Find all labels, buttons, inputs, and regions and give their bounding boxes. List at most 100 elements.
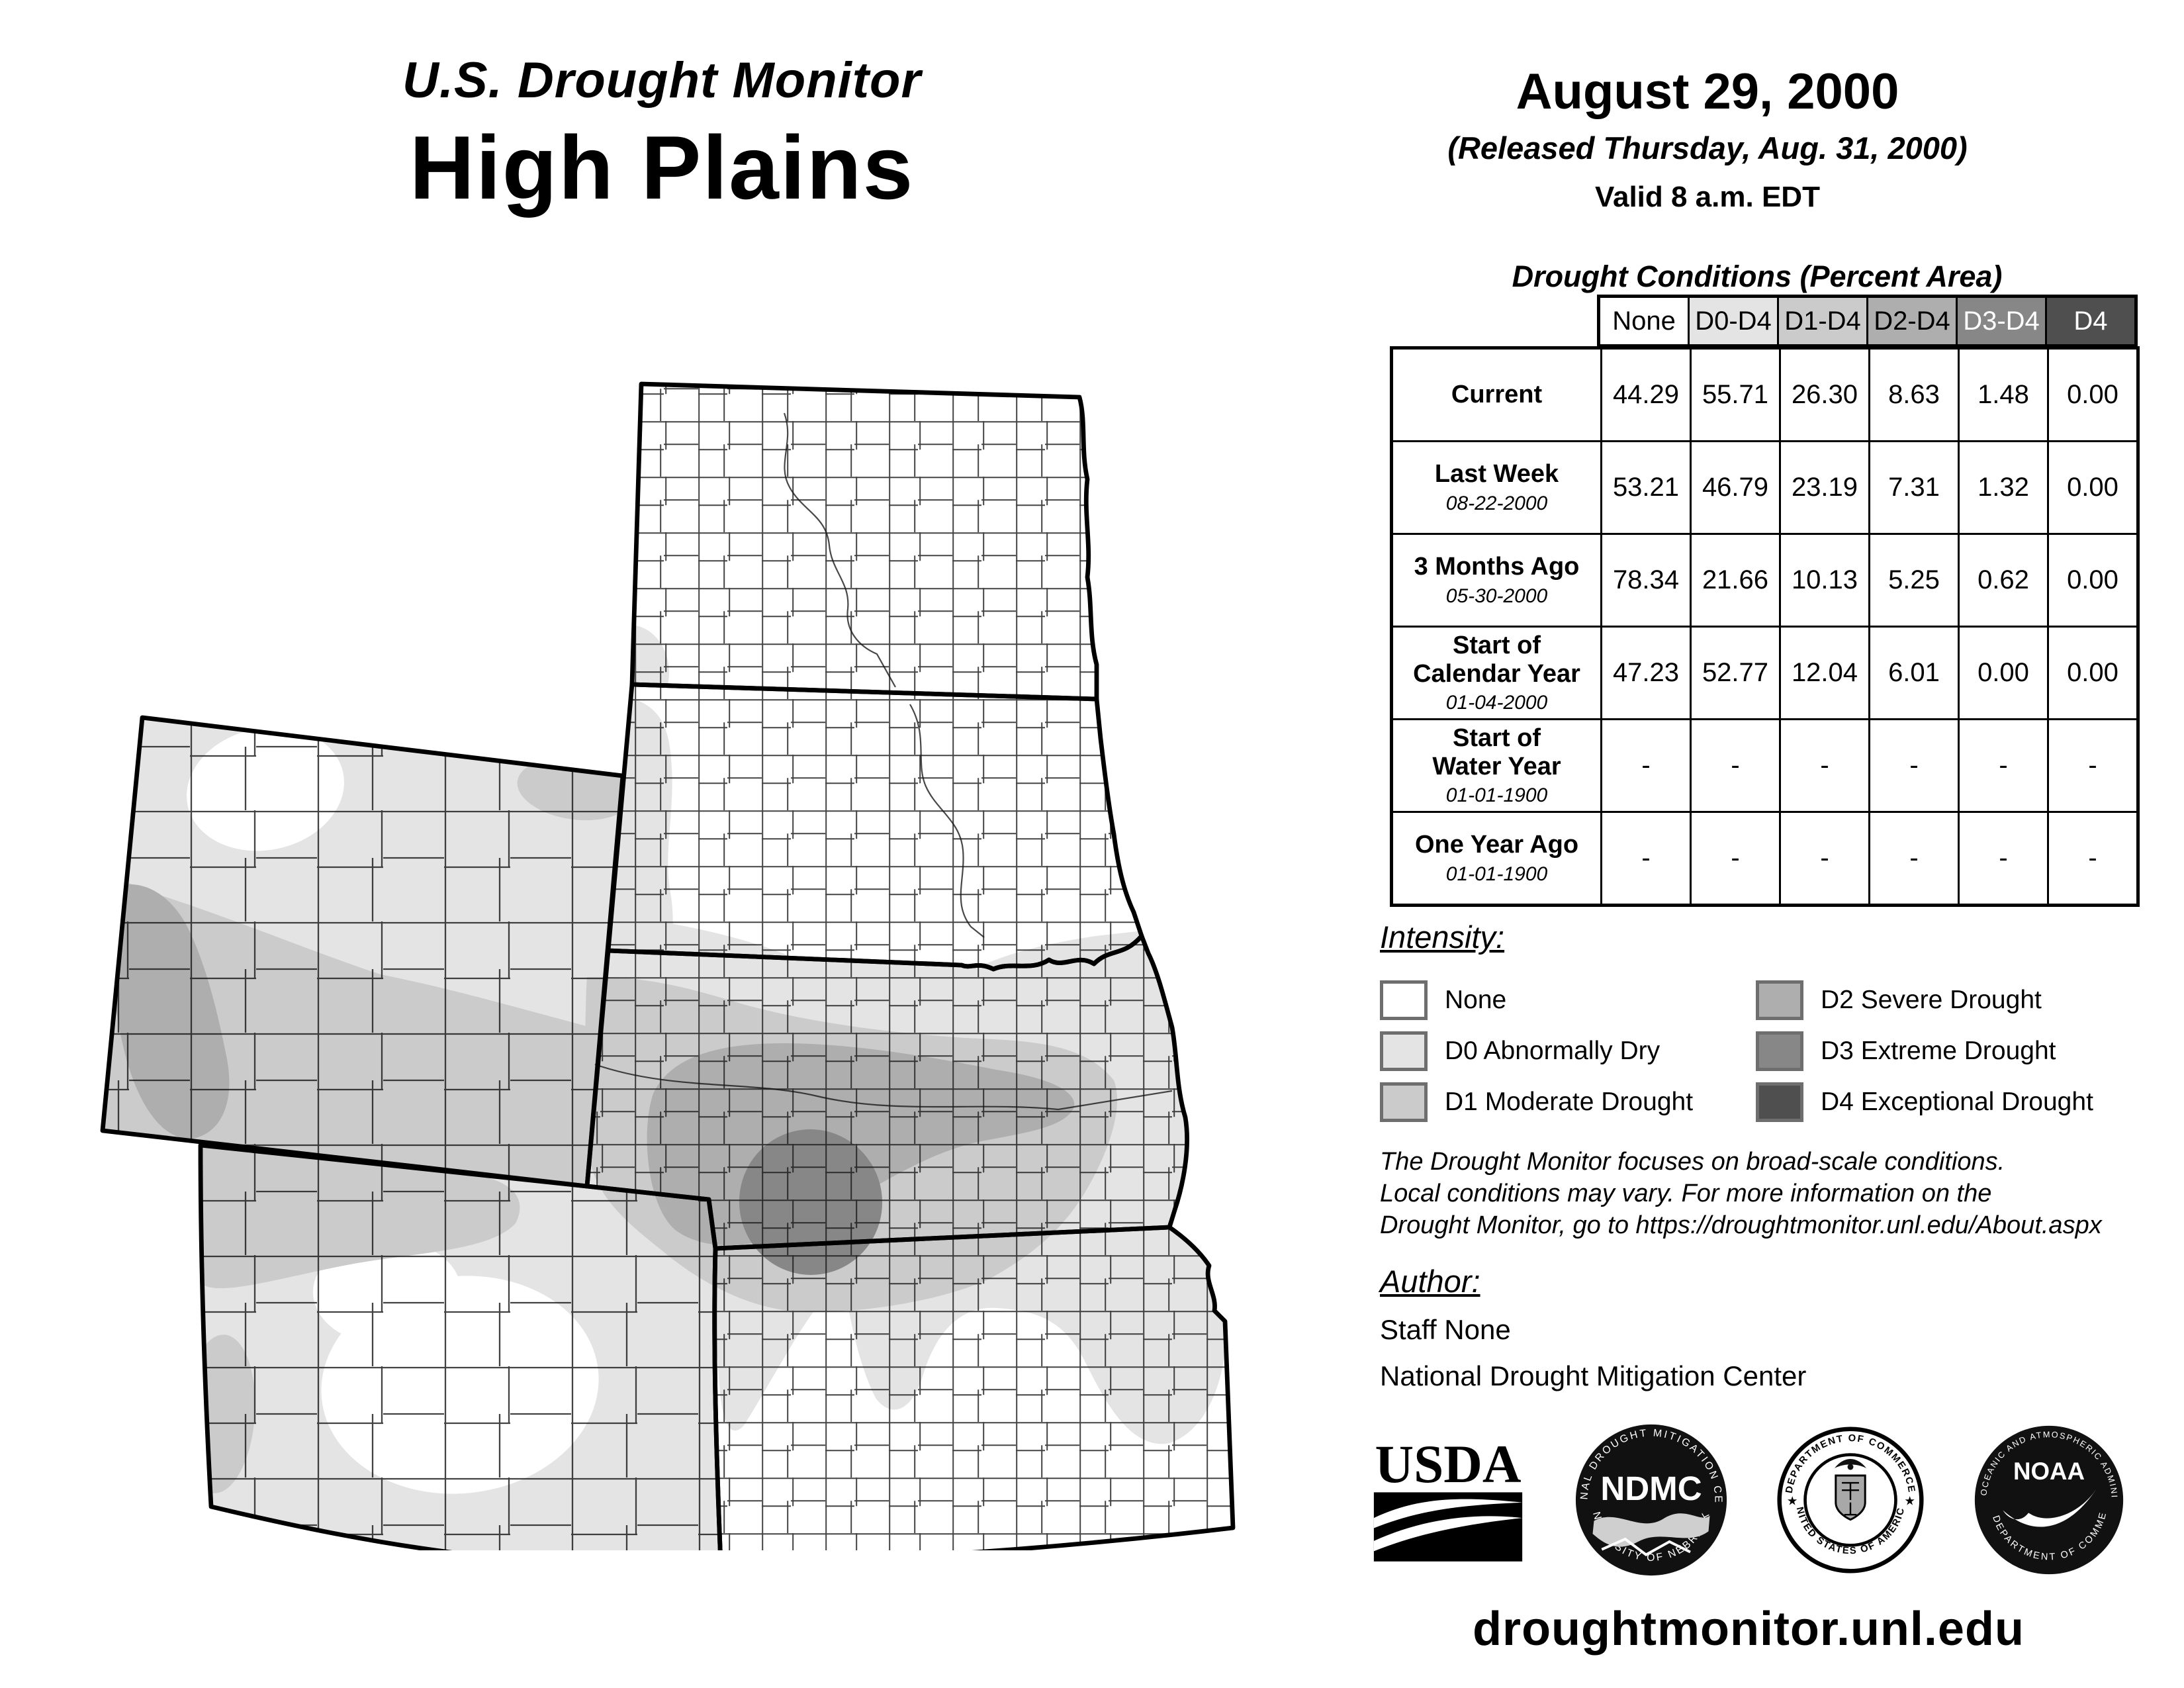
noaa-logo: NATIONAL OCEANIC AND ATMOSPHERIC ADMINIS… — [1974, 1425, 2124, 1574]
table-title: Drought Conditions (Percent Area) — [1512, 259, 2003, 293]
table-row-label: Current — [1393, 350, 1600, 440]
col-header-d0-d4: D0-D4 — [1690, 298, 1777, 344]
usda-logo: USDA — [1373, 1435, 1523, 1562]
legend-title: Intensity: — [1380, 919, 1505, 955]
legend-item: D4 Exceptional Drought — [1756, 1082, 2093, 1122]
table-value-cell: 7.31 — [1870, 442, 1958, 533]
table-value-cell: 8.63 — [1870, 350, 1958, 440]
row-sublabel-date: 01-01-1900 — [1445, 784, 1548, 807]
table-value-cell: - — [1602, 813, 1690, 904]
legend-swatch-d0 — [1380, 1031, 1428, 1071]
table-value-cell: 0.00 — [2049, 442, 2136, 533]
noaa-bird — [2003, 1487, 2098, 1527]
disclaimer-text: The Drought Monitor focuses on broad-sca… — [1380, 1148, 2102, 1239]
table-value-cell: 0.00 — [2049, 628, 2136, 718]
row-sublabel-date: 05-30-2000 — [1445, 585, 1548, 607]
table-value-cell: 47.23 — [1602, 628, 1690, 718]
valid-time: Valid 8 a.m. EDT — [1595, 181, 1820, 213]
usda-logo-text: USDA — [1375, 1435, 1521, 1494]
legend-item: D0 Abnormally Dry — [1380, 1031, 1693, 1071]
doc-star-left: ★ — [1787, 1493, 1798, 1507]
col-header-d4: D4 — [2047, 298, 2134, 344]
table-value-cell: 55.71 — [1692, 350, 1779, 440]
col-header-none: None — [1600, 298, 1688, 344]
legend-label: D0 Abnormally Dry — [1445, 1037, 1661, 1065]
commerce-seal: DEPARTMENT OF COMMERCE UNITED STATES OF … — [1777, 1426, 1924, 1573]
intensity-legend: Intensity: None D0 Abnormally Dry D1 Moder… — [1380, 919, 2128, 1152]
author-name: Staff None — [1380, 1314, 1511, 1345]
table-value-cell: 0.62 — [1960, 535, 2047, 626]
conditions-table-body: Current 44.29 55.71 26.30 8.63 1.48 0.00 Last W… — [1390, 346, 2140, 907]
ndmc-logo: NATIONAL DROUGHT MITIGATION CENTER UNIVE… — [1575, 1424, 1727, 1575]
table-value-cell: - — [2049, 720, 2136, 811]
table-value-cell: 6.01 — [1870, 628, 1958, 718]
table-value-cell: 0.00 — [2049, 535, 2136, 626]
table-value-cell: 1.32 — [1960, 442, 2047, 533]
legend-item: D2 Severe Drought — [1756, 980, 2093, 1020]
table-header-row: None D0-D4 D1-D4 D2-D4 D3-D4 D4 — [1597, 295, 2138, 348]
table-row-label: Start of Water Year 01-01-1900 — [1393, 720, 1600, 811]
table-value-cell: - — [1960, 720, 2047, 811]
col-header-d2-d4: D2-D4 — [1868, 298, 1956, 344]
row-sublabel-date: 01-04-2000 — [1445, 692, 1548, 714]
author-block: Author: Staff None National Drought Miti… — [1380, 1263, 1806, 1392]
table-value-cell: 78.34 — [1602, 535, 1690, 626]
legend-column-2: D2 Severe Drought D3 Extreme Drought D4 Ex… — [1756, 980, 2093, 1133]
table-value-cell: - — [1602, 720, 1690, 811]
author-org: National Drought Mitigation Center — [1380, 1360, 1807, 1391]
table-value-cell: 10.13 — [1781, 535, 1868, 626]
col-header-d1-d4: D1-D4 — [1779, 298, 1866, 344]
table-value-cell: - — [1960, 813, 2047, 904]
drought-map — [63, 365, 1294, 1550]
legend-swatch-d4 — [1756, 1082, 1803, 1122]
table-value-cell: 21.66 — [1692, 535, 1779, 626]
table-value-cell: 12.04 — [1781, 628, 1868, 718]
legend-label: None — [1445, 986, 1507, 1014]
date-block: August 29, 2000 (Released Thursday, Aug.… — [1363, 63, 2052, 214]
legend-item: D1 Moderate Drought — [1380, 1082, 1693, 1122]
table-value-cell: 26.30 — [1781, 350, 1868, 440]
col-header-d3-d4: D3-D4 — [1958, 298, 2045, 344]
table-row-label: Last Week 08-22-2000 — [1393, 442, 1600, 533]
row-sublabel-date: 08-22-2000 — [1445, 492, 1548, 514]
table-value-cell: - — [2049, 813, 2136, 904]
table-value-cell: 52.77 — [1692, 628, 1779, 718]
legend-swatch-none — [1380, 980, 1428, 1020]
row-label: Current — [1451, 381, 1543, 409]
row-label: Start of Water Year — [1432, 724, 1561, 780]
table-value-cell: 1.48 — [1960, 350, 2047, 440]
table-value-cell: 23.19 — [1781, 442, 1868, 533]
release-date: (Released Thursday, Aug. 31, 2000) — [1447, 130, 1968, 165]
table-value-cell: - — [1692, 720, 1779, 811]
table-value-cell: - — [1870, 813, 1958, 904]
table-value-cell: - — [1781, 720, 1868, 811]
map-date: August 29, 2000 — [1516, 64, 1899, 120]
table-value-cell: 0.00 — [1960, 628, 2047, 718]
noaa-center-text: NOAA — [2013, 1458, 2085, 1485]
row-label: Last Week — [1434, 460, 1559, 489]
legend-swatch-d1 — [1380, 1082, 1428, 1122]
legend-label: D4 Exceptional Drought — [1821, 1088, 2093, 1116]
report-title-region: High Plains — [409, 117, 915, 218]
row-label: Start of Calendar Year — [1413, 631, 1580, 688]
report-title-line1: U.S. Drought Monitor — [402, 52, 922, 109]
agency-logos: USDA NATIONAL DROUGHT MITIGATION CENTER … — [1371, 1409, 2126, 1591]
table-value-cell: 46.79 — [1692, 442, 1779, 533]
table-value-cell: 5.25 — [1870, 535, 1958, 626]
table-value-cell: - — [1692, 813, 1779, 904]
doc-star-right: ★ — [1905, 1493, 1916, 1507]
doc-eagle — [1835, 1458, 1867, 1468]
table-row-label: One Year Ago 01-01-1900 — [1393, 813, 1600, 904]
legend-label: D3 Extreme Drought — [1821, 1037, 2056, 1065]
author-title: Author: — [1380, 1264, 1480, 1299]
table-value-cell: 0.00 — [2049, 350, 2136, 440]
row-label: One Year Ago — [1414, 831, 1579, 859]
table-row-label: Start of Calendar Year 01-04-2000 — [1393, 628, 1600, 718]
legend-item: D3 Extreme Drought — [1756, 1031, 2093, 1071]
report-title: U.S. Drought Monitor High Plains — [165, 52, 1158, 219]
table-value-cell: 44.29 — [1602, 350, 1690, 440]
legend-label: D2 Severe Drought — [1821, 986, 2042, 1014]
table-row-label: 3 Months Ago 05-30-2000 — [1393, 535, 1600, 626]
row-label: 3 Months Ago — [1414, 553, 1580, 581]
ndmc-center-text: NDMC — [1600, 1470, 1702, 1507]
